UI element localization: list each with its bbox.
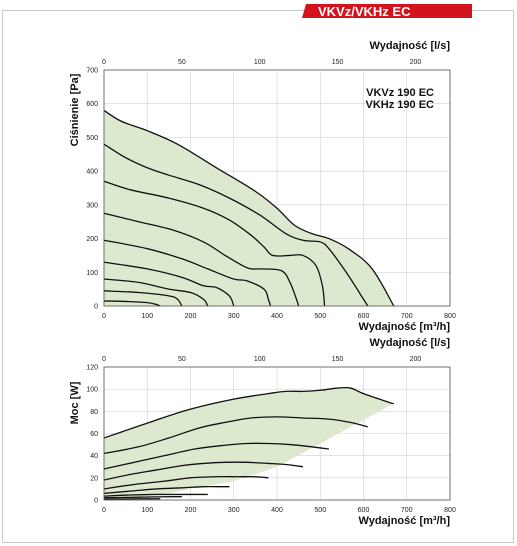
power-y-ticks: 0 20 40 60 80 100 120 (86, 365, 98, 505)
pressure-y-tick-label: 100 (86, 270, 98, 277)
pressure-y-axis-label: Ciśnienie [Pa] (69, 73, 81, 146)
pressure-y-ticks: 0 100 200 300 400 500 600 700 (86, 68, 98, 311)
pressure-x2-tick-label: 0 (102, 59, 106, 66)
power-x-ticks: 0 100 200 300 400 500 600 700 800 (102, 507, 456, 514)
model-label-vkvz: VKVz 190 EC (366, 87, 434, 99)
pressure-curve-9 (103, 300, 161, 307)
power-x-axis-label: Wydajność [m³/h] (359, 515, 451, 527)
badge-shape (302, 4, 472, 18)
series-badge: VKVz/VKHz EC (302, 4, 472, 19)
power-x-tick-label: 500 (314, 507, 326, 514)
pressure-curve-6 (103, 261, 235, 307)
power-plot-frame (103, 366, 451, 501)
power-x-tick-label: 400 (271, 507, 283, 514)
power-curves (103, 386, 394, 500)
pressure-x-axis-label: Wydajność [m³/h] (359, 321, 451, 333)
power-curve-8 (103, 496, 182, 499)
pressure-x-ticks: 0 100 200 300 400 500 600 700 800 (102, 313, 456, 320)
power-x-tick-label: 100 (141, 507, 153, 514)
power-x2-tick-label: 50 (178, 356, 186, 363)
power-y-tick-label: 40 (90, 453, 98, 460)
power-x2-tick-label: 200 (410, 356, 422, 363)
pressure-x2-tick-label: 50 (178, 59, 186, 66)
power-y-tick-label: 120 (86, 365, 98, 372)
power-curve-5 (103, 475, 269, 490)
pressure-x-tick-label: 200 (185, 313, 197, 320)
power-chart: 0 100 200 300 400 500 600 700 800 0 50 100 150 200 0… (69, 337, 456, 527)
pressure-plot-frame (103, 69, 451, 307)
power-curve-4 (103, 461, 304, 481)
power-x2-tick-label: 150 (332, 356, 344, 363)
power-y-tick-label: 80 (90, 409, 98, 416)
power-y-tick-label: 60 (90, 431, 98, 438)
pressure-curve-8 (103, 290, 183, 307)
pressure-curve-4 (103, 212, 300, 307)
power-y-axis-label: Moc [W] (69, 381, 81, 424)
pressure-x2-ticks: 0 50 100 150 200 (102, 59, 421, 66)
pressure-x2-tick-label: 200 (410, 59, 422, 66)
power-x2-axis-label: Wydajność [l/s] (370, 337, 451, 349)
pressure-curve-5 (103, 239, 272, 307)
page-frame (2, 10, 514, 543)
badge-text: VKVz/VKHz EC (318, 4, 411, 19)
pressure-y-tick-label: 600 (86, 101, 98, 108)
pressure-x-tick-label: 500 (314, 313, 326, 320)
pressure-y-tick-label: 500 (86, 135, 98, 142)
pressure-y-tick-label: 200 (86, 236, 98, 243)
pressure-curve-2 (103, 143, 369, 307)
power-curve-3 (103, 442, 329, 470)
pressure-x-tick-label: 300 (228, 313, 240, 320)
power-x-tick-label: 300 (228, 507, 240, 514)
model-label-vkhz: VKHz 190 EC (366, 99, 435, 111)
pressure-x-tick-label: 0 (102, 313, 106, 320)
power-x-tick-label: 600 (358, 507, 370, 514)
pressure-x2-tick-label: 100 (254, 59, 266, 66)
power-curve-7 (103, 493, 208, 497)
pressure-x2-tick-label: 150 (332, 59, 344, 66)
pressure-y-tick-label: 0 (94, 304, 98, 311)
pressure-curve-3 (103, 180, 326, 307)
power-curve-6 (103, 485, 230, 494)
pressure-y-tick-label: 300 (86, 202, 98, 209)
power-curve-2 (103, 416, 368, 455)
power-x-tick-label: 0 (102, 507, 106, 514)
pressure-x2-axis-label: Wydajność [l/s] (370, 40, 451, 52)
pressure-chart: 0 100 200 300 400 500 600 700 800 0 50 100 150 200 0… (69, 40, 456, 333)
pressure-x-tick-label: 400 (271, 313, 283, 320)
pressure-curves (103, 109, 395, 307)
pressure-x-tick-label: 600 (358, 313, 370, 320)
pressure-x-tick-label: 700 (401, 313, 413, 320)
power-y-tick-label: 0 (94, 498, 98, 505)
power-y-tick-label: 100 (86, 387, 98, 394)
pressure-y-tick-label: 700 (86, 68, 98, 75)
power-x-tick-label: 800 (444, 507, 456, 514)
pressure-curve-1 (103, 109, 395, 307)
pressure-curve-7 (103, 278, 209, 307)
power-x2-tick-label: 100 (254, 356, 266, 363)
power-x-tick-label: 200 (185, 507, 197, 514)
pressure-y-tick-label: 400 (86, 169, 98, 176)
power-y-tick-label: 20 (90, 475, 98, 482)
pressure-x-tick-label: 100 (141, 313, 153, 320)
pressure-x-tick-label: 800 (444, 313, 456, 320)
power-x2-tick-label: 0 (102, 356, 106, 363)
power-x2-ticks: 0 50 100 150 200 (102, 356, 421, 363)
power-x-tick-label: 700 (401, 507, 413, 514)
power-curve-1 (103, 386, 394, 439)
